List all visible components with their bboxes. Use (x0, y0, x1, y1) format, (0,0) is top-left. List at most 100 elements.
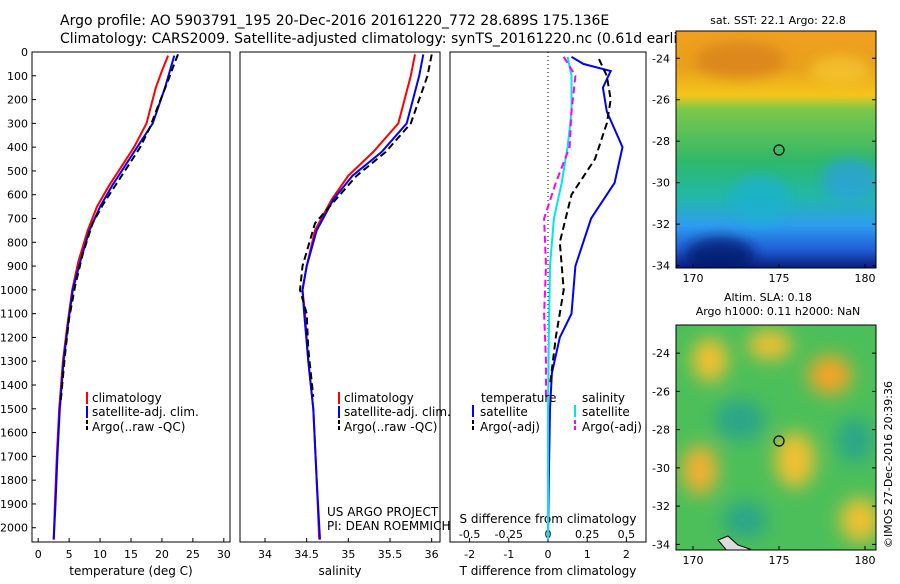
sla-low-patch (723, 502, 767, 538)
legend-label-salinity-satellite: satellite (582, 405, 630, 419)
legend-label-salinity-argo: Argo(-adj) (582, 420, 642, 434)
sla-map (676, 325, 876, 550)
salinity-x-axis: 34 34.5 35 35.5 36 (258, 538, 439, 561)
map-lat-label: -30 (652, 462, 670, 475)
map-lon-label: 175 (769, 272, 790, 285)
x-tick-label: 15 (124, 548, 138, 561)
sst-map-axes: -24 -26 -28 -30 -32 -34 170 175 180 (652, 52, 876, 285)
x-tick-label: 1 (584, 548, 591, 561)
legend-label-temperature-argo: Argo(-adj) (480, 420, 540, 434)
series-line-argo-adj- (549, 58, 612, 386)
map-lon-label: 175 (769, 554, 790, 567)
map-lat-label: -28 (652, 424, 670, 437)
x-tick-label: 0 (545, 548, 552, 561)
map-lon-label: 180 (855, 272, 876, 285)
x-tick-label: -1 (503, 548, 514, 561)
project-pi: PI: DEAN ROEMMICH (327, 519, 450, 533)
x-tick-label-salinity: -0.25 (495, 528, 523, 541)
series-line-satellite (547, 56, 573, 540)
project-name: US ARGO PROJECT (327, 505, 439, 519)
x-tick-label: 36 (425, 548, 439, 561)
map-lat-label: -34 (652, 538, 670, 551)
map-lat-label: -32 (652, 218, 670, 231)
depth-tick-label: 0 (21, 46, 28, 59)
depth-tick-label: 300 (7, 117, 28, 130)
x-tick-label: 35 (341, 548, 355, 561)
argo-float-marker (773, 435, 785, 447)
series-line-climatology (301, 54, 416, 540)
sla-high-patch (808, 355, 852, 395)
sst-cold-patch (685, 237, 755, 268)
x-tick-label: 10 (93, 548, 107, 561)
legend-heading-salinity: salinity (582, 391, 625, 405)
temperature-series (52, 54, 179, 540)
legend-label-argo: Argo(..raw -QC) (92, 420, 185, 434)
map-lat-label: -26 (652, 385, 670, 398)
map-lon-label: 170 (683, 554, 704, 567)
sla-map-title-line1: Altim. SLA: 0.18 (724, 291, 812, 304)
x-tick-label: 34 (258, 548, 272, 561)
difference-x-axis: -2 -1 0 1 2 (464, 538, 630, 561)
difference-legend: temperature salinity satellite Argo(-adj… (472, 391, 642, 434)
map-lon-label: 180 (855, 554, 876, 567)
x-tick-label-salinity: -0.5 (459, 528, 480, 541)
temperature-xlabel: temperature (deg C) (69, 564, 192, 578)
legend-label-satellite: satellite-adj. clim. (92, 405, 199, 419)
x-tick-label: 5 (66, 548, 73, 561)
map-lat-label: -34 (652, 260, 670, 273)
x-tick-label: 25 (186, 548, 200, 561)
difference-series (543, 55, 624, 540)
depth-tick-label: 400 (7, 141, 28, 154)
map-lat-label: -26 (652, 94, 670, 107)
legend-label-argo: Argo(..raw -QC) (344, 420, 437, 434)
depth-tick-label: 1600 (0, 427, 28, 440)
depth-tick-label: 1300 (0, 355, 28, 368)
sla-high-patch (682, 445, 718, 495)
depth-tick-label: 500 (7, 165, 28, 178)
header-line1: Argo profile: AO 5903791_195 20-Dec-2016… (60, 13, 609, 29)
depth-axis: 0 100 200 300 400 500 600 700 800 900 1000 1100 1200… (0, 46, 36, 535)
salinity-legend: climatology satellite-adj. clim. Argo(..… (338, 391, 451, 434)
x-tick-label: 30 (217, 548, 231, 561)
x-tick-label: 34.5 (294, 548, 319, 561)
sla-map-title-line2: Argo h1000: 0.11 h2000: NaN (696, 305, 861, 318)
salinity-series (298, 54, 433, 540)
sla-high-patch (775, 432, 815, 488)
temperature-legend: climatology satellite-adj. clim. Argo(..… (86, 391, 199, 434)
sst-warm-patch (695, 42, 785, 78)
legend-label-climatology: climatology (344, 391, 414, 405)
map-lat-label: -30 (652, 177, 670, 190)
depth-tick-label: 1000 (0, 284, 28, 297)
sst-warm-patch (810, 56, 870, 84)
series-line-argo-raw-qc- (298, 54, 433, 398)
map-lon-label: 170 (683, 272, 704, 285)
sla-high-patch (840, 498, 876, 542)
temperature-x-axis: 0 5 10 15 20 25 30 (35, 538, 231, 561)
depth-tick-label: 1500 (0, 403, 28, 416)
sst-map-title: sat. SST: 22.1 Argo: 22.8 (710, 14, 846, 27)
map-lat-label: -32 (652, 500, 670, 513)
depth-tick-label: 1700 (0, 450, 28, 463)
sla-map-axes: -24 -26 -28 -30 -32 -34 170 175 180 (652, 347, 876, 567)
sst-cool-patch (822, 158, 876, 202)
depth-tick-label: 700 (7, 213, 28, 226)
depth-tick-label: 600 (7, 189, 28, 202)
sst-map-frame (675, 30, 877, 269)
map-lat-label: -24 (652, 347, 670, 360)
sla-high-patch (692, 338, 728, 382)
sla-high-patch (748, 330, 792, 360)
depth-tick-label: 100 (7, 70, 28, 83)
series-line-satellite (547, 55, 624, 540)
series-line-satellite-adj-clim- (52, 55, 176, 540)
legend-label-temperature-satellite: satellite (480, 405, 528, 419)
x-tick-label: 20 (155, 548, 169, 561)
temperature-plot-frame (31, 51, 231, 543)
depth-tick-label: 1400 (0, 379, 28, 392)
map-lat-label: -28 (652, 135, 670, 148)
difference-xlabel: T difference from climatology (459, 564, 637, 578)
depth-tick-label: 1800 (0, 474, 28, 487)
x-tick-label-salinity: 0.25 (575, 528, 600, 541)
argo-float-marker (773, 144, 785, 156)
sla-low-patch (715, 400, 765, 440)
